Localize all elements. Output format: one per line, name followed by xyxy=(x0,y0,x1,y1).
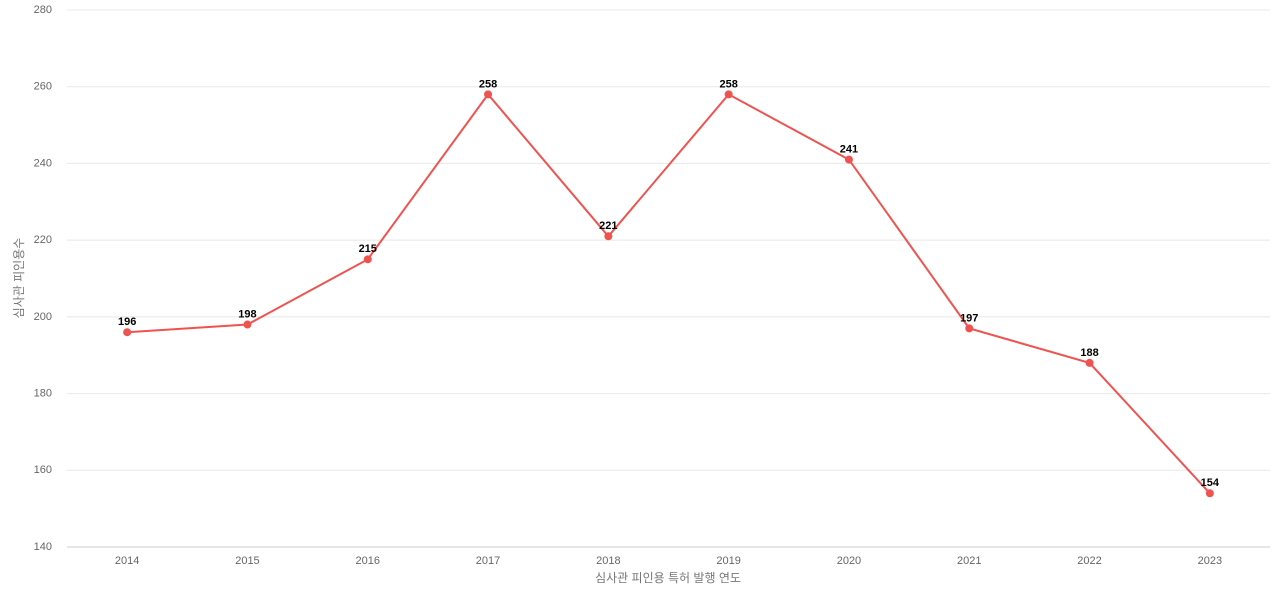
y-axis-title: 심사관 피인용수 xyxy=(12,238,26,319)
value-label: 197 xyxy=(960,312,978,324)
point xyxy=(1205,489,1214,498)
value-label: 198 xyxy=(238,308,256,320)
point xyxy=(844,155,853,164)
y-tick-label: 180 xyxy=(34,387,52,399)
y-tick-label: 260 xyxy=(34,81,52,93)
value-label: 196 xyxy=(118,316,136,328)
value-label: 188 xyxy=(1080,347,1098,359)
point xyxy=(363,255,372,264)
y-tick-label: 240 xyxy=(34,157,52,169)
point xyxy=(965,324,974,333)
x-axis-title: 심사관 피인용 특허 발행 연도 xyxy=(595,570,741,585)
y-tick-label: 220 xyxy=(34,234,52,246)
y-tick-label: 140 xyxy=(34,541,52,553)
x-tick-label: 2016 xyxy=(356,555,380,567)
x-tick-label: 2023 xyxy=(1198,555,1222,567)
value-label: 154 xyxy=(1201,477,1220,489)
x-tick-label: 2022 xyxy=(1077,555,1101,567)
x-tick-label: 2017 xyxy=(476,555,500,567)
value-label: 221 xyxy=(599,220,617,232)
point xyxy=(604,232,613,241)
line xyxy=(127,92,1211,494)
value-label: 258 xyxy=(719,78,737,90)
y-tick-label: 160 xyxy=(34,464,52,476)
x-tick-label: 2020 xyxy=(837,555,861,567)
x-tick-label: 2015 xyxy=(235,555,259,567)
x-tick-label: 2018 xyxy=(596,555,620,567)
point xyxy=(243,320,252,329)
point xyxy=(724,90,733,99)
point xyxy=(1085,358,1094,367)
x-tick-label: 2019 xyxy=(716,555,740,567)
value-label: 258 xyxy=(479,78,497,90)
x-tick-label: 2021 xyxy=(957,555,981,567)
y-tick-label: 280 xyxy=(34,4,52,16)
value-label: 241 xyxy=(840,143,858,155)
point xyxy=(484,90,493,99)
value-label: 215 xyxy=(359,243,377,255)
point xyxy=(123,328,132,337)
y-tick-label: 200 xyxy=(34,311,52,323)
x-tick-label: 2014 xyxy=(115,555,139,567)
